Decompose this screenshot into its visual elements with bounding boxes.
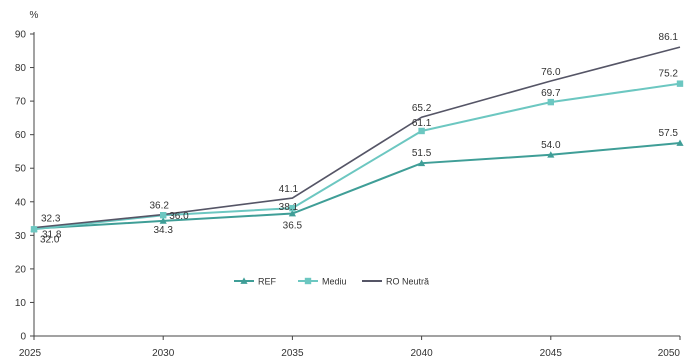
- series-1-point: [160, 212, 167, 219]
- data-label: 61.1: [412, 118, 432, 129]
- data-label: 75.2: [659, 69, 679, 80]
- y-tick-label: 0: [20, 332, 26, 343]
- data-label: 36.2: [149, 201, 169, 212]
- x-tick-label: 2025: [19, 348, 42, 359]
- series-0-point: [418, 159, 426, 167]
- data-label: 65.2: [412, 103, 432, 114]
- legend: REF Mediu RO Neutră: [234, 277, 429, 287]
- series-1-point: [676, 80, 684, 87]
- y-unit-label: %: [30, 10, 39, 21]
- series-1-point: [547, 98, 554, 106]
- legend-label-1: Mediu: [322, 277, 347, 287]
- legend-marker-1: [304, 277, 312, 285]
- data-label: 69.7: [541, 88, 561, 99]
- data-label: 76.0: [541, 67, 561, 78]
- series-1-point: [418, 127, 425, 135]
- y-tick-label: 10: [15, 298, 27, 309]
- y-tick-label: 30: [15, 231, 27, 242]
- series-0-point: [676, 139, 684, 146]
- y-tick-label: 80: [15, 63, 27, 74]
- series-markers: [30, 80, 684, 233]
- data-labels: 32.0 34.3 36.5 51.5 54.0 57.5 31.8 36.0 38.1 61.1…: [40, 32, 678, 246]
- x-tick-label: 2045: [540, 348, 563, 359]
- data-label: 34.3: [153, 225, 173, 236]
- data-label: 31.8: [42, 229, 62, 240]
- y-tick-label: 40: [15, 197, 27, 208]
- data-label: 32.3: [41, 214, 61, 225]
- legend-label-2: RO Neutră: [386, 277, 429, 287]
- series-line-1: [33, 82, 681, 231]
- series-1-point: [289, 204, 296, 212]
- y-tick-label: 90: [15, 30, 27, 41]
- x-tick-label: 2040: [410, 348, 433, 359]
- data-label: 54.0: [541, 140, 561, 151]
- data-label: 57.5: [659, 128, 679, 139]
- data-label: 36.0: [169, 211, 189, 222]
- y-tick-label: 50: [15, 164, 27, 175]
- data-label: 32.0: [40, 235, 60, 246]
- x-tick-label: 2050: [658, 348, 681, 359]
- data-label: 41.1: [279, 184, 299, 195]
- y-tick-label: 60: [15, 130, 27, 141]
- x-tick-label: 2030: [152, 348, 175, 359]
- series-0-point: [547, 151, 555, 158]
- legend-marker-0: [240, 277, 248, 284]
- data-label: 36.5: [283, 221, 303, 232]
- series-0-point: [159, 217, 167, 224]
- y-tick-label: 20: [15, 264, 27, 275]
- data-label: 38.1: [279, 202, 299, 213]
- series-1-point: [30, 226, 38, 233]
- x-tick-label: 2035: [281, 348, 304, 359]
- series-lines: [33, 46, 681, 231]
- series-line-0: [33, 142, 681, 230]
- y-tick-label: 70: [15, 97, 27, 108]
- data-label: 86.1: [659, 32, 679, 43]
- series-0-point: [288, 209, 296, 217]
- series-line-2: [33, 46, 681, 229]
- legend-label-0: REF: [258, 277, 277, 287]
- data-label: 51.5: [412, 148, 432, 159]
